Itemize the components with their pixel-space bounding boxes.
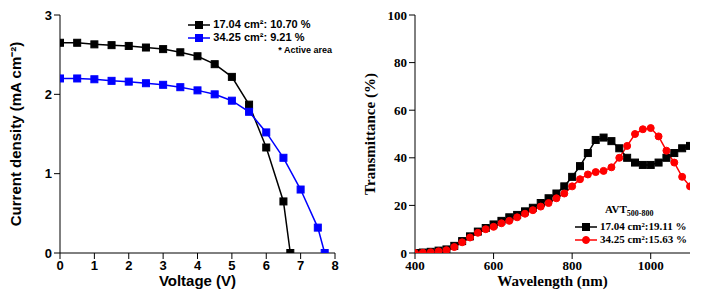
svg-text:80: 80: [394, 55, 407, 70]
svg-text:2: 2: [125, 258, 132, 273]
svg-text:Current density (mA cm⁻²): Current density (mA cm⁻²): [8, 42, 24, 226]
svg-text:Transmittance (%): Transmittance (%): [362, 73, 379, 195]
svg-text:2: 2: [45, 87, 52, 102]
svg-text:3: 3: [160, 258, 167, 273]
svg-text:60: 60: [394, 103, 407, 118]
html-text:34.25 cm²:15.63 %: 34.25 cm²:15.63 %: [600, 233, 687, 245]
html-text:17.04 cm²: 10.70 %: 17.04 cm²: 10.70 %: [213, 18, 311, 30]
html-text:34.25 cm²: 9.21 %: 34.25 cm²: 9.21 %: [213, 31, 305, 43]
svg-text:1: 1: [91, 258, 98, 273]
svg-text:0: 0: [401, 246, 408, 261]
svg-text:1: 1: [45, 166, 52, 181]
svg-text:6: 6: [263, 258, 270, 273]
svg-text:0: 0: [45, 246, 52, 261]
html-text:* Active area: * Active area: [278, 45, 332, 55]
svg-text:4: 4: [194, 258, 202, 273]
svg-text:600: 600: [484, 258, 504, 273]
svg-text:3: 3: [45, 8, 52, 23]
svg-text:Voltage (V): Voltage (V): [159, 272, 236, 289]
svg-text:800: 800: [562, 258, 582, 273]
svg-text:7: 7: [297, 258, 304, 273]
svg-text:20: 20: [394, 198, 407, 213]
svg-text:1000: 1000: [638, 258, 664, 273]
svg-text:0: 0: [56, 258, 63, 273]
svg-text:Wavelength (nm): Wavelength (nm): [497, 273, 607, 290]
svg-text:40: 40: [394, 150, 407, 165]
svg-text:100: 100: [388, 8, 408, 23]
svg-text:5: 5: [228, 258, 235, 273]
svg-text:400: 400: [405, 258, 425, 273]
html-text:AVT500-800: AVT500-800: [605, 202, 654, 218]
svg-text:8: 8: [331, 258, 338, 273]
html-text:17.04 cm²:19.11 %: 17.04 cm²:19.11 %: [600, 220, 687, 232]
